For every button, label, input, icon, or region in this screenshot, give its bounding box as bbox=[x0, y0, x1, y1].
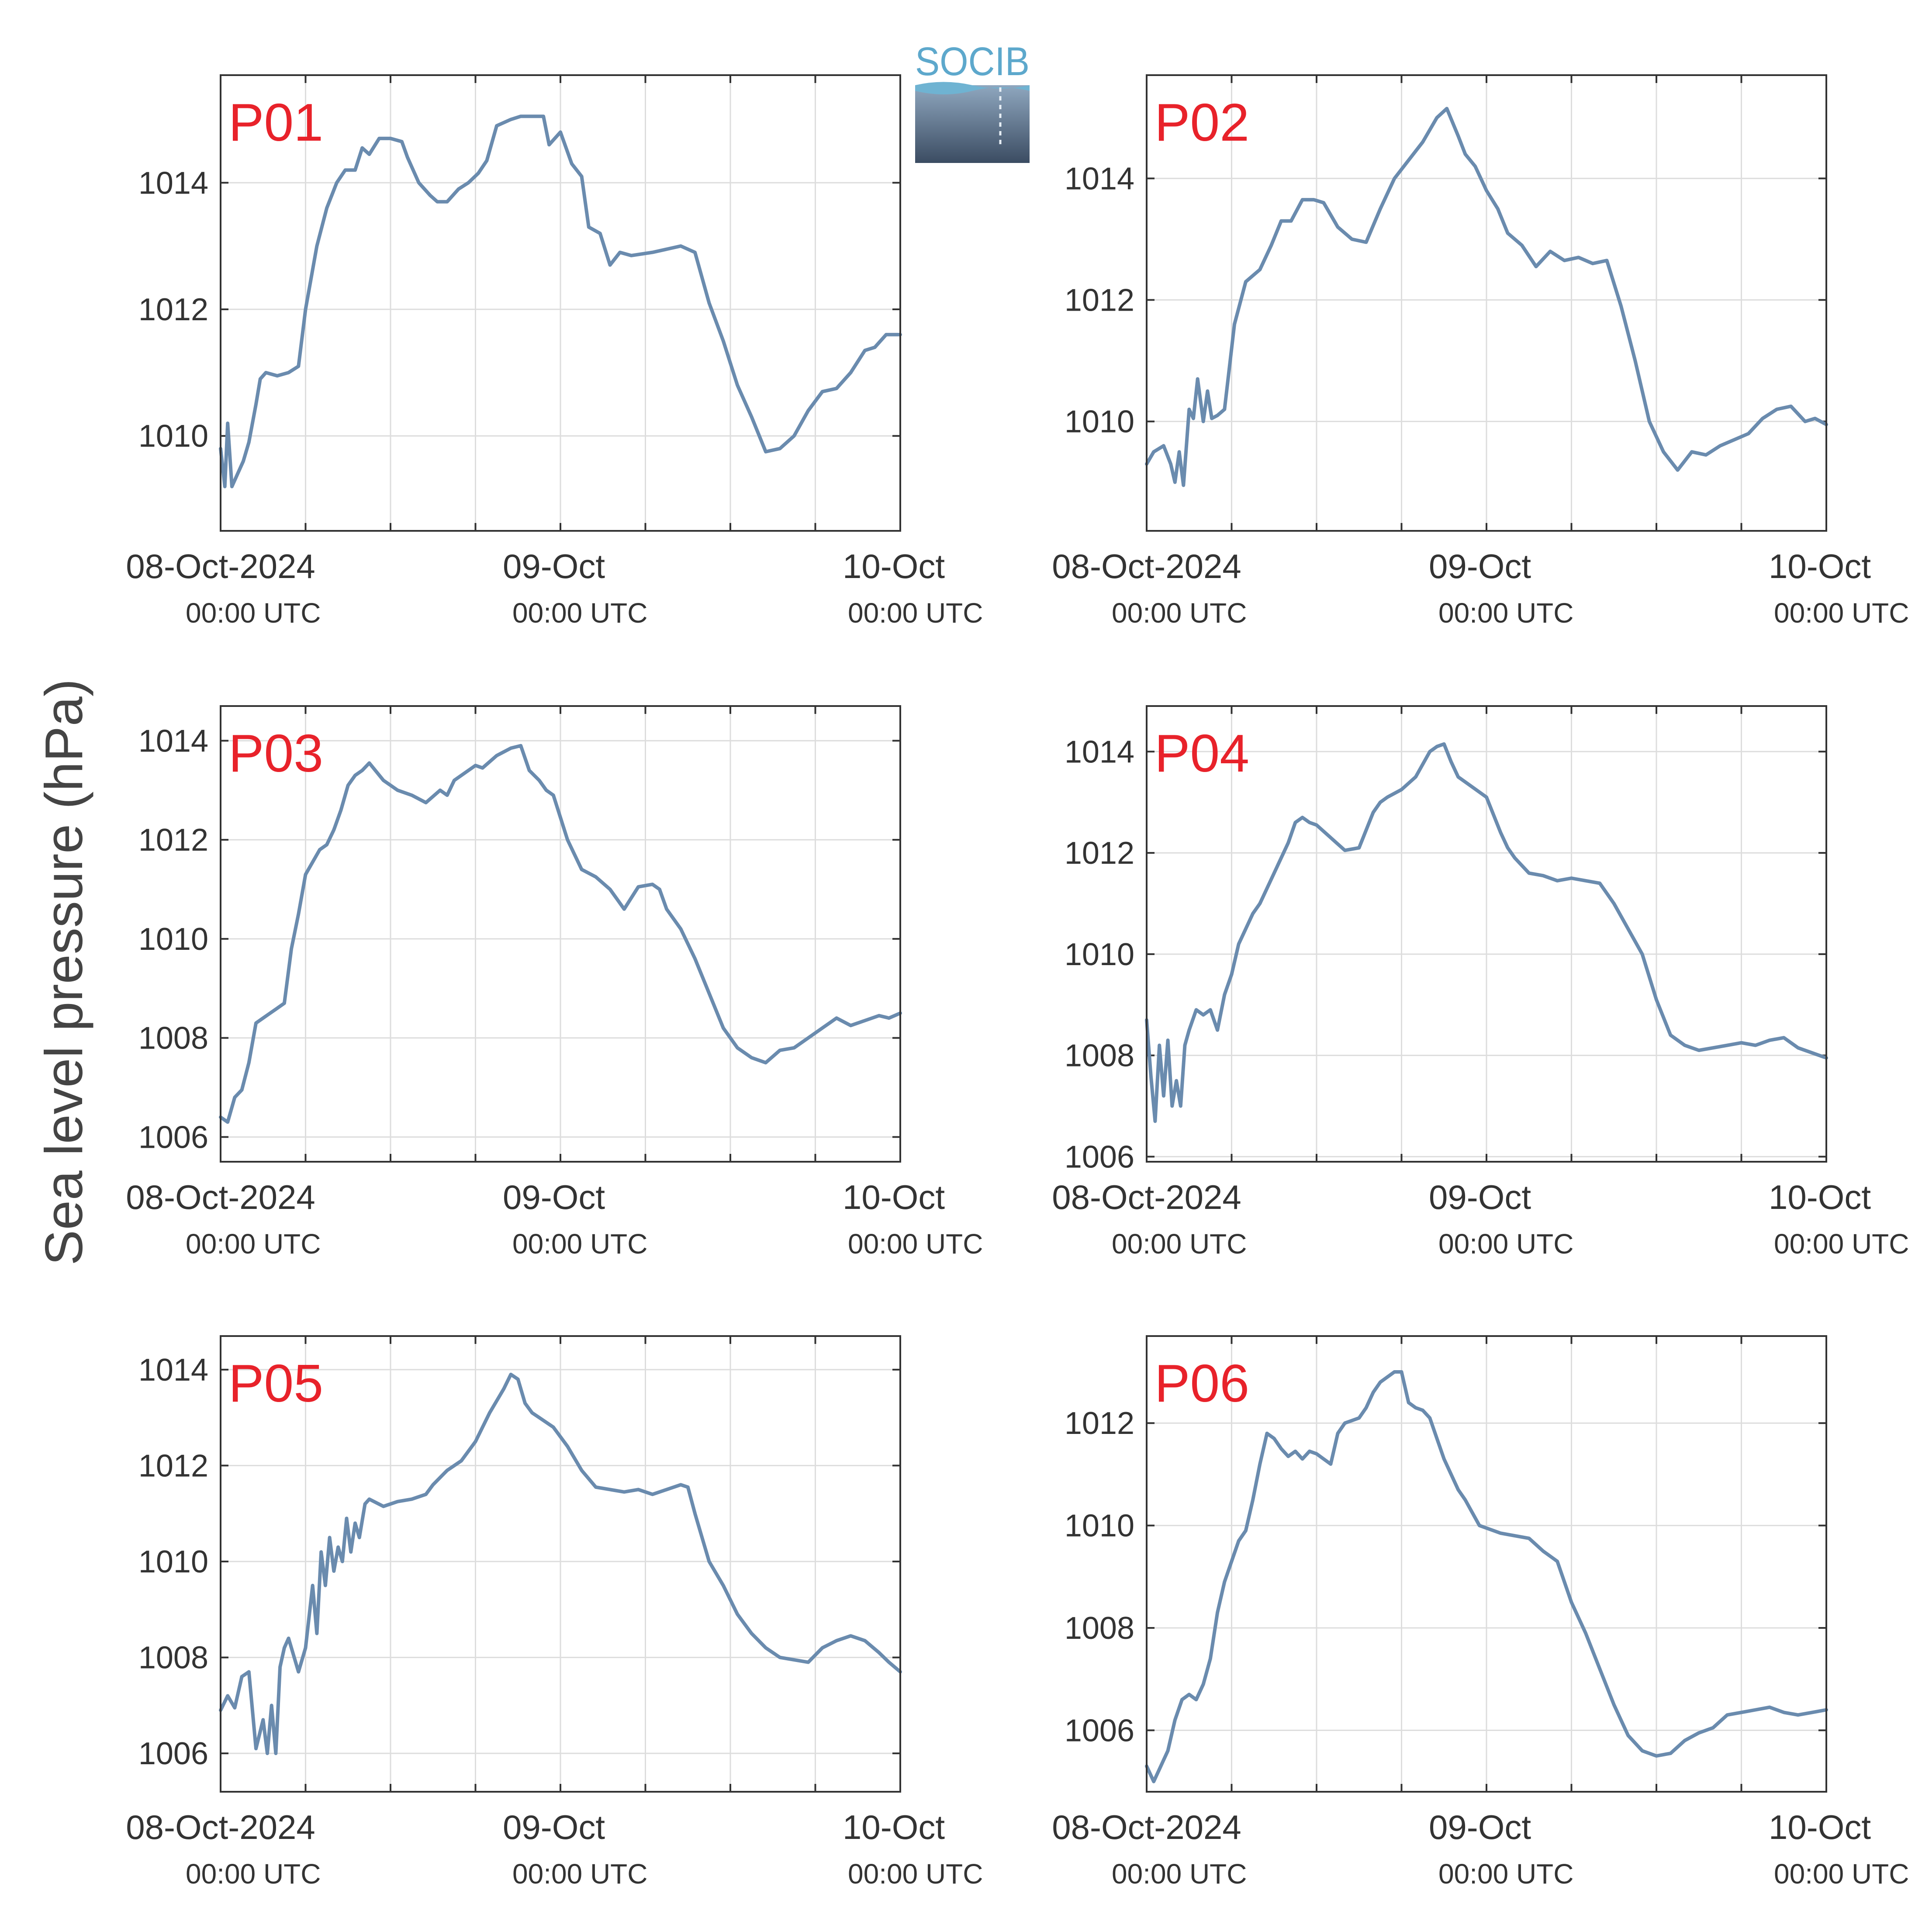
y-tick-label: 1012 bbox=[138, 292, 208, 327]
x-tick-label: 08-Oct-2024 bbox=[126, 1808, 315, 1846]
x-tick-sublabel: 00:00 UTC bbox=[1112, 1228, 1247, 1260]
y-tick-label: 1006 bbox=[1065, 1713, 1134, 1748]
y-tick-label: 1008 bbox=[138, 1641, 208, 1676]
x-tick-sublabel: 00:00 UTC bbox=[512, 1228, 647, 1260]
y-tick-label: 1006 bbox=[138, 1736, 208, 1771]
x-tick-sublabel: 00:00 UTC bbox=[1774, 1228, 1909, 1260]
x-tick-label: 09-Oct bbox=[1429, 1808, 1531, 1846]
series-line bbox=[219, 1372, 902, 1755]
y-tick-label: 1012 bbox=[138, 823, 208, 858]
y-tick-label: 1008 bbox=[1065, 1611, 1134, 1646]
axes-frame bbox=[1146, 74, 1827, 532]
x-tick-label: 08-Oct-2024 bbox=[126, 1178, 315, 1216]
y-tick-label: 1010 bbox=[1065, 405, 1134, 440]
axes-frame bbox=[220, 1335, 901, 1793]
x-tick-label: 10-Oct bbox=[843, 1178, 945, 1216]
logo-text: SOCIB bbox=[915, 39, 1030, 84]
x-tick-label: 10-Oct bbox=[843, 547, 945, 585]
y-tick-label: 1010 bbox=[1065, 937, 1134, 972]
axes-frame bbox=[1146, 705, 1827, 1163]
y-tick-label: 1014 bbox=[138, 724, 208, 758]
x-tick-label: 09-Oct bbox=[503, 1808, 605, 1846]
x-tick-sublabel: 00:00 UTC bbox=[1774, 1858, 1909, 1890]
axes-frame bbox=[220, 74, 901, 532]
x-tick-label: 09-Oct bbox=[1429, 547, 1531, 585]
series-line bbox=[1145, 1370, 1828, 1783]
y-tick-label: 1008 bbox=[1065, 1039, 1134, 1073]
panel-label: P05 bbox=[228, 1354, 323, 1413]
x-tick-sublabel: 00:00 UTC bbox=[186, 597, 321, 629]
y-tick-label: 1010 bbox=[138, 1544, 208, 1579]
y-tick-label: 1014 bbox=[1065, 161, 1134, 196]
panel-label: P06 bbox=[1155, 1354, 1249, 1413]
axes-frame bbox=[1146, 1335, 1827, 1793]
x-tick-label: 09-Oct bbox=[503, 1178, 605, 1216]
x-tick-label: 10-Oct bbox=[1769, 1808, 1871, 1846]
panel-label: P02 bbox=[1155, 93, 1249, 152]
chart-p03: 1006 1008 1010 1012 1014 08-Oct-2024 00:00 UTC… bbox=[126, 705, 983, 1260]
x-tick-label: 08-Oct-2024 bbox=[126, 547, 315, 585]
logo-wave-block bbox=[915, 85, 1030, 163]
x-tick-sublabel: 00:00 UTC bbox=[1438, 597, 1573, 629]
x-tick-label: 08-Oct-2024 bbox=[1052, 547, 1241, 585]
socib-logo: SOCIB bbox=[915, 39, 1030, 163]
chart-p04: 1006 1008 1010 1012 1014 08-Oct-2024 00:00 UTC… bbox=[1052, 705, 1909, 1260]
y-tick-label: 1012 bbox=[1065, 836, 1134, 871]
chart-p06: 1006 1008 1010 1012 08-Oct-2024 00:00 UTC 09-O… bbox=[1052, 1335, 1909, 1890]
y-tick-label: 1010 bbox=[138, 419, 208, 454]
x-tick-sublabel: 00:00 UTC bbox=[186, 1858, 321, 1890]
y-tick-label: 1006 bbox=[138, 1120, 208, 1155]
logo-wave bbox=[915, 82, 1030, 94]
x-tick-label: 09-Oct bbox=[503, 547, 605, 585]
x-tick-label: 10-Oct bbox=[843, 1808, 945, 1846]
x-tick-sublabel: 00:00 UTC bbox=[1774, 597, 1909, 629]
x-tick-sublabel: 00:00 UTC bbox=[848, 1228, 983, 1260]
y-tick-label: 1014 bbox=[138, 1353, 208, 1388]
y-tick-label: 1012 bbox=[1065, 283, 1134, 318]
x-tick-sublabel: 00:00 UTC bbox=[848, 1858, 983, 1890]
panel-label: P01 bbox=[228, 93, 323, 152]
x-tick-label: 09-Oct bbox=[1429, 1178, 1531, 1216]
x-tick-sublabel: 00:00 UTC bbox=[1438, 1858, 1573, 1890]
x-tick-sublabel: 00:00 UTC bbox=[512, 1858, 647, 1890]
chart-p01: 1010 1012 1014 08-Oct-2024 00:00 UTC 09-Oct 00… bbox=[126, 74, 983, 629]
chart-p05: 1006 1008 1010 1012 1014 08-Oct-2024 00:00 UTC… bbox=[126, 1335, 983, 1890]
series-line bbox=[219, 744, 902, 1124]
x-tick-label: 10-Oct bbox=[1769, 1178, 1871, 1216]
series-line bbox=[1145, 742, 1828, 1123]
axes-frame bbox=[220, 705, 901, 1163]
y-tick-label: 1014 bbox=[138, 166, 208, 201]
y-axis-label: Sea level pressure (hPa) bbox=[34, 679, 93, 1266]
y-tick-label: 1012 bbox=[138, 1448, 208, 1483]
y-tick-label: 1010 bbox=[138, 922, 208, 957]
y-tick-label: 1012 bbox=[1065, 1406, 1134, 1441]
x-tick-sublabel: 00:00 UTC bbox=[848, 597, 983, 629]
series-line bbox=[219, 114, 902, 488]
series-line bbox=[1145, 107, 1828, 487]
y-tick-label: 1014 bbox=[1065, 734, 1134, 769]
x-tick-label: 08-Oct-2024 bbox=[1052, 1178, 1241, 1216]
y-tick-label: 1008 bbox=[138, 1021, 208, 1056]
y-tick-label: 1010 bbox=[1065, 1509, 1134, 1544]
x-tick-label: 08-Oct-2024 bbox=[1052, 1808, 1241, 1846]
panel-label: P04 bbox=[1155, 724, 1249, 783]
chart-p02: 1010 1012 1014 08-Oct-2024 00:00 UTC 09-Oct 00… bbox=[1052, 74, 1909, 629]
y-tick-label: 1006 bbox=[1065, 1139, 1134, 1174]
x-tick-sublabel: 00:00 UTC bbox=[1438, 1228, 1573, 1260]
x-tick-sublabel: 00:00 UTC bbox=[1112, 597, 1247, 629]
panel-label: P03 bbox=[228, 724, 323, 783]
x-tick-sublabel: 00:00 UTC bbox=[512, 597, 647, 629]
x-tick-sublabel: 00:00 UTC bbox=[1112, 1858, 1247, 1890]
x-tick-sublabel: 00:00 UTC bbox=[186, 1228, 321, 1260]
charts-grid: 1010 1012 1014 08-Oct-2024 00:00 UTC 09-Oct 00… bbox=[126, 74, 1909, 1890]
x-tick-label: 10-Oct bbox=[1769, 547, 1871, 585]
